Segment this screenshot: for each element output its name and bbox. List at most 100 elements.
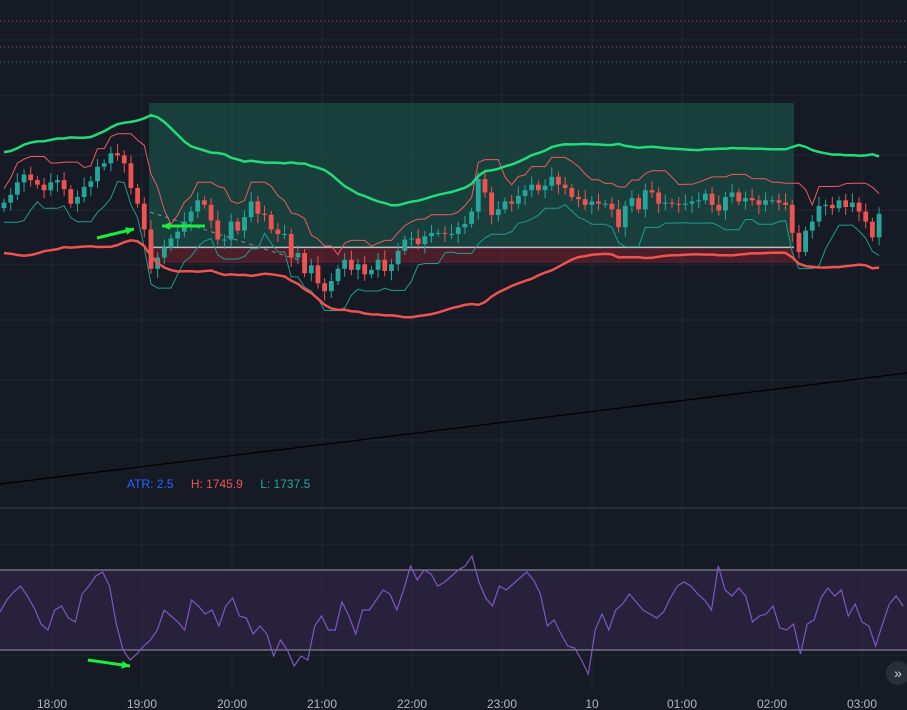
candle bbox=[876, 213, 882, 238]
candle bbox=[1, 202, 7, 209]
candle bbox=[275, 229, 281, 234]
candle bbox=[315, 265, 321, 284]
candle bbox=[475, 179, 481, 212]
candle bbox=[362, 264, 368, 275]
x-tick-label: 21:00 bbox=[307, 697, 337, 710]
candle bbox=[395, 250, 401, 265]
candle bbox=[522, 190, 528, 196]
candle bbox=[582, 199, 588, 205]
candle bbox=[35, 180, 40, 185]
candle bbox=[188, 211, 194, 222]
candle bbox=[656, 192, 662, 204]
candle bbox=[148, 229, 154, 269]
candle bbox=[676, 203, 682, 205]
x-tick-label: 20:00 bbox=[217, 697, 247, 710]
candle bbox=[703, 193, 708, 201]
candle bbox=[375, 259, 381, 270]
atr-legend: ATR: 2.5 H: 1745.9 L: 1737.5 bbox=[127, 477, 324, 491]
candle bbox=[295, 253, 301, 258]
rsi-band bbox=[0, 570, 907, 650]
candle bbox=[709, 193, 715, 205]
candle bbox=[783, 202, 788, 205]
candle bbox=[222, 239, 227, 241]
candle bbox=[442, 232, 448, 234]
candle bbox=[696, 200, 702, 202]
candle bbox=[549, 176, 555, 186]
projection-line bbox=[149, 211, 306, 263]
candle bbox=[262, 213, 267, 215]
candle bbox=[215, 220, 221, 240]
lower-band bbox=[3, 239, 880, 319]
candle bbox=[48, 182, 54, 191]
channel-high bbox=[3, 133, 880, 256]
candle bbox=[669, 202, 675, 204]
candle bbox=[515, 195, 521, 204]
candle bbox=[682, 203, 688, 205]
candle bbox=[435, 232, 441, 234]
scroll-to-realtime-button[interactable]: » bbox=[886, 661, 907, 685]
candle bbox=[602, 203, 608, 205]
candle bbox=[689, 201, 695, 204]
candle bbox=[542, 185, 548, 191]
candle bbox=[242, 217, 247, 231]
candle bbox=[823, 204, 829, 206]
signal-arrow-head bbox=[121, 660, 130, 669]
channel-low bbox=[4, 180, 880, 311]
candle bbox=[856, 202, 862, 212]
candle bbox=[101, 163, 107, 167]
candle bbox=[569, 188, 575, 197]
candle bbox=[208, 204, 214, 221]
candle bbox=[469, 211, 474, 224]
candle bbox=[455, 227, 461, 234]
candle bbox=[235, 221, 241, 231]
candle bbox=[723, 196, 728, 211]
candle bbox=[743, 198, 748, 202]
candle bbox=[282, 233, 287, 235]
candle bbox=[729, 192, 735, 197]
candle bbox=[288, 233, 294, 258]
candle bbox=[41, 184, 47, 191]
candle bbox=[322, 283, 328, 292]
x-tick-label: 18:00 bbox=[37, 697, 67, 710]
x-tick-label: 01:00 bbox=[667, 697, 697, 710]
candle bbox=[128, 163, 134, 188]
upper-band bbox=[3, 113, 880, 207]
candle bbox=[55, 180, 60, 183]
candle bbox=[141, 203, 147, 230]
signal-arrow-head bbox=[125, 227, 134, 235]
candle bbox=[121, 155, 127, 164]
candle bbox=[335, 268, 341, 282]
candle bbox=[502, 201, 508, 210]
candle bbox=[81, 186, 87, 197]
candle bbox=[248, 201, 254, 218]
candle bbox=[402, 239, 408, 251]
candle bbox=[509, 201, 515, 204]
candle bbox=[636, 198, 641, 210]
candle bbox=[422, 236, 428, 245]
candle bbox=[175, 231, 181, 239]
atr-value: ATR: 2.5 bbox=[127, 477, 174, 491]
candle bbox=[829, 204, 835, 209]
candle bbox=[88, 181, 94, 187]
candle bbox=[195, 200, 201, 212]
x-tick-label: 03:00 bbox=[847, 697, 877, 710]
candle bbox=[662, 202, 668, 204]
candle bbox=[462, 223, 468, 228]
candle bbox=[68, 189, 74, 204]
candle bbox=[843, 200, 849, 208]
candle bbox=[809, 221, 815, 231]
candle bbox=[536, 184, 541, 191]
candle bbox=[529, 184, 535, 191]
candle bbox=[642, 190, 648, 210]
candle bbox=[369, 269, 374, 275]
candle bbox=[749, 198, 755, 201]
x-tick-label: 23:00 bbox=[487, 697, 517, 710]
stop-zone bbox=[149, 247, 794, 263]
candle bbox=[836, 200, 842, 209]
candle bbox=[228, 221, 234, 240]
candle bbox=[161, 247, 167, 258]
candle bbox=[736, 192, 742, 202]
candle bbox=[415, 238, 421, 245]
signal-arrow-head bbox=[162, 222, 171, 230]
